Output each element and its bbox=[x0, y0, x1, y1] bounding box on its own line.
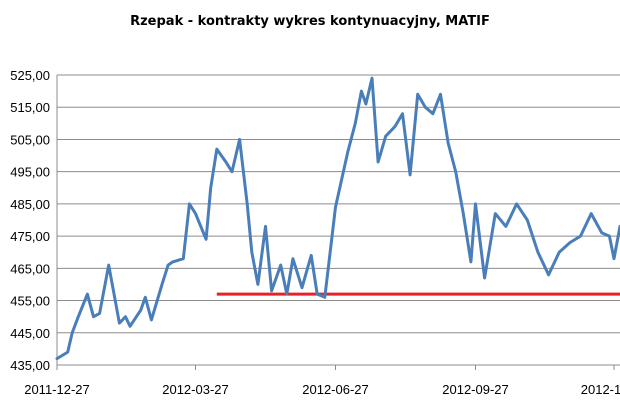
y-tick-label: 475,00 bbox=[10, 229, 50, 244]
price-series-line bbox=[55, 76, 620, 361]
y-tick-label: 455,00 bbox=[10, 294, 50, 309]
x-tick-label: 2012-06-27 bbox=[302, 382, 369, 397]
y-tick-label: 525,00 bbox=[10, 68, 50, 83]
y-tick-label: 515,00 bbox=[10, 100, 50, 115]
y-tick-label: 485,00 bbox=[10, 197, 50, 212]
x-tick-label: 2012-12-27 bbox=[581, 382, 620, 397]
y-tick-label: 445,00 bbox=[10, 326, 50, 341]
x-tick-label: 2011-12-27 bbox=[24, 382, 90, 397]
y-tick-label: 495,00 bbox=[10, 165, 50, 180]
x-tick-label: 2012-03-27 bbox=[162, 382, 229, 397]
chart-title: Rzepak - kontrakty wykres kontynuacyjny,… bbox=[130, 14, 490, 29]
x-tick-label: 2012-09-27 bbox=[442, 382, 509, 397]
y-tick-label: 505,00 bbox=[10, 132, 50, 147]
y-tick-label: 465,00 bbox=[10, 261, 50, 276]
y-tick-label: 435,00 bbox=[10, 358, 50, 373]
